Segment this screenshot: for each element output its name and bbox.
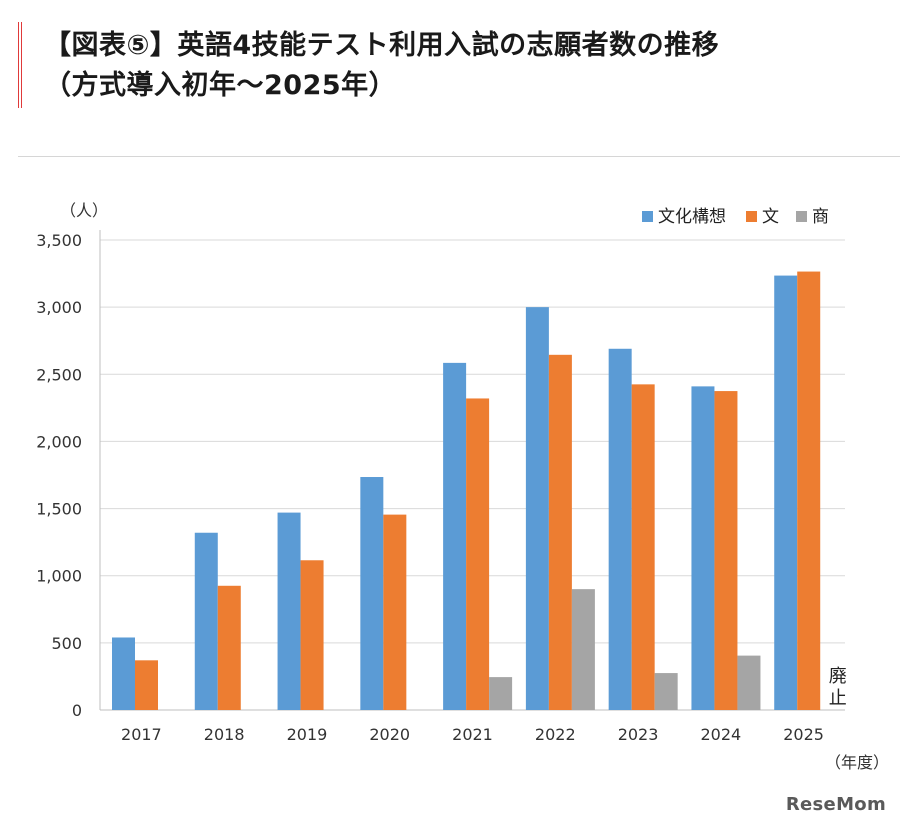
- bar-2020-series-1: [383, 514, 407, 710]
- y-tick-label: 1,500: [36, 500, 82, 519]
- x-tick-label: 2021: [452, 725, 493, 744]
- bar-2023-series-0: [608, 348, 632, 710]
- x-tick-label: 2019: [287, 725, 328, 744]
- resemom-logo: ReseMom: [785, 794, 886, 815]
- page-title: 【図表⑤】英語4技能テスト利用入試の志願者数の推移 （方式導入初年〜2025年）: [44, 26, 884, 106]
- x-tick-label: 2023: [618, 725, 659, 744]
- y-tick-label: 2,500: [36, 365, 82, 384]
- legend-swatch-2: [796, 211, 807, 222]
- title-accent-bar: [18, 22, 24, 108]
- bar-2024-series-0: [691, 386, 715, 710]
- y-tick-label: 2,000: [36, 432, 82, 451]
- divider: [18, 156, 900, 157]
- x-tick-label: 2020: [369, 725, 410, 744]
- legend-label-0: 文化構想: [658, 207, 726, 227]
- x-tick-label: 2024: [700, 725, 741, 744]
- y-tick-label: 500: [51, 634, 82, 653]
- bar-2020-series-0: [360, 477, 384, 710]
- bar-2025-series-0: [774, 275, 798, 710]
- bar-2017-series-1: [135, 660, 158, 710]
- bar-2021-series-0: [443, 362, 467, 710]
- x-tick-label: 2018: [204, 725, 245, 744]
- annotation-abolished: 止: [829, 688, 847, 709]
- x-tick-label: 2025: [783, 725, 824, 744]
- annotation-abolished: 廃: [829, 666, 847, 687]
- legend-label-2: 商: [812, 207, 829, 227]
- bar-2018-series-1: [217, 585, 241, 710]
- bar-2022-series-1: [548, 354, 572, 710]
- bar-2023-series-1: [631, 384, 655, 710]
- y-tick-label: 0: [72, 701, 82, 720]
- x-tick-label: 2022: [535, 725, 576, 744]
- bar-2024-series-2: [737, 655, 761, 710]
- x-axis-label: （年度）: [825, 753, 889, 772]
- bar-chart: 0 500 1,000 1,500 2,000 2,500 3,000 3,500 （人） 201…: [36, 201, 889, 772]
- x-tick-label: 2017: [121, 725, 162, 744]
- bar-2024-series-1: [714, 391, 738, 710]
- legend-swatch-1: [746, 211, 757, 222]
- bar-2022-series-2: [571, 589, 595, 710]
- title-line-1: 【図表⑤】英語4技能テスト利用入試の志願者数の推移: [44, 30, 720, 61]
- legend-swatch-0: [642, 211, 653, 222]
- title-line-2: （方式導入初年〜2025年）: [44, 70, 397, 101]
- bar-2022-series-0: [525, 307, 549, 710]
- bar-2023-series-2: [654, 673, 678, 710]
- legend-label-1: 文: [762, 207, 779, 227]
- y-tick-label: 1,000: [36, 567, 82, 586]
- bar-2021-series-1: [466, 398, 490, 710]
- bar-2017-series-0: [112, 637, 135, 710]
- y-tick-label: 3,500: [36, 231, 82, 250]
- bar-2018-series-0: [194, 532, 218, 710]
- bar-2019-series-0: [277, 512, 301, 710]
- y-tick-label: 3,000: [36, 298, 82, 317]
- bar-2025-series-1: [797, 271, 821, 710]
- bar-2019-series-1: [300, 560, 324, 710]
- bar-2021-series-2: [489, 677, 513, 710]
- y-axis-label: （人）: [60, 201, 108, 220]
